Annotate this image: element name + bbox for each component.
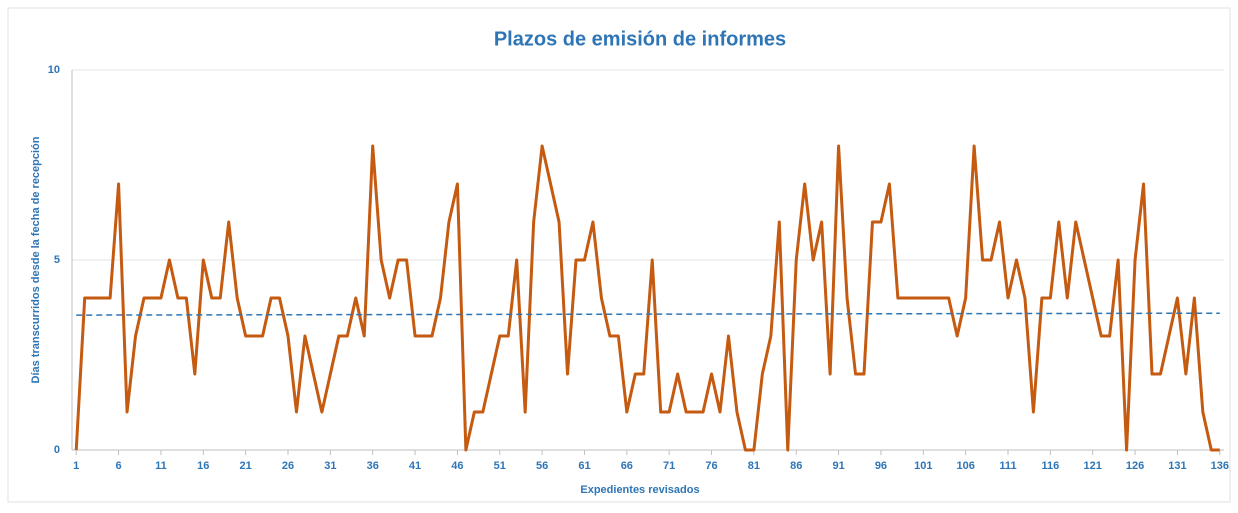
x-tick-label: 41 [409,460,421,472]
x-tick-label: 61 [578,460,590,472]
x-tick-label: 136 [1211,460,1229,472]
x-axis-label: Expedientes revisados [580,484,699,496]
chart-title: Plazos de emisión de informes [494,28,786,50]
x-tick-label: 116 [1041,460,1059,472]
y-axis-label: Días transcurridos desde la fecha de rec… [30,136,42,383]
x-tick-label: 126 [1126,460,1144,472]
x-tick-label: 101 [914,460,932,472]
chart-frame [7,7,1231,503]
x-tick-label: 1 [73,460,79,472]
x-tick-label: 81 [748,460,760,472]
y-tick-label: 10 [48,64,60,76]
x-tick-label: 91 [832,460,844,472]
x-tick-label: 56 [536,460,548,472]
x-tick-label: 51 [494,460,506,472]
x-tick-label: 21 [240,460,252,472]
x-tick-label: 26 [282,460,294,472]
x-tick-label: 131 [1168,460,1186,472]
x-tick-label: 76 [705,460,717,472]
x-tick-label: 66 [621,460,633,472]
trend-line [76,312,1220,316]
x-tick-label: 6 [116,460,122,472]
x-tick-label: 111 [999,460,1016,472]
x-tick-label: 31 [324,460,336,472]
data-line [74,144,1220,452]
x-tick-label: 36 [367,460,379,472]
x-tick-label: 106 [956,460,974,472]
y-tick-label: 5 [54,254,60,266]
x-tick-label: 46 [451,460,463,472]
x-tick-label: 121 [1084,460,1102,472]
x-tick-label: 71 [663,460,675,472]
x-tick-label: 96 [875,460,887,472]
x-tick-label: 86 [790,460,802,472]
x-tick-label: 16 [197,460,209,472]
x-tick-label: 11 [155,460,167,472]
y-tick-label: 0 [54,444,60,456]
